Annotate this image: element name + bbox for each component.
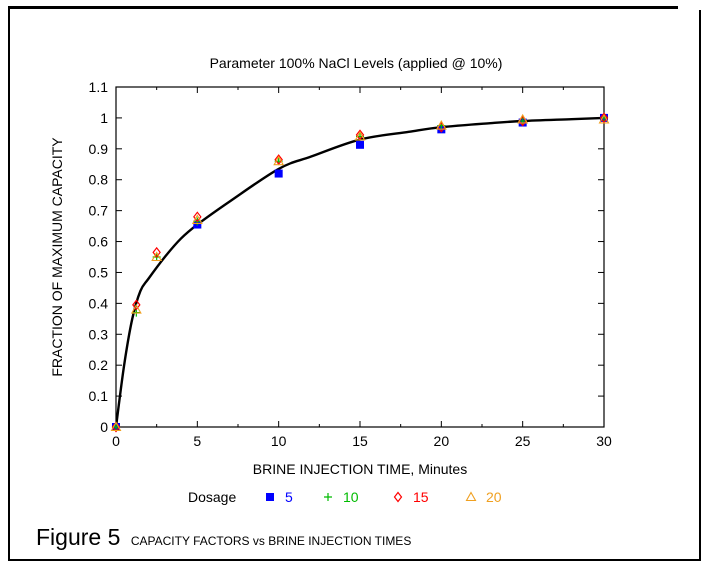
figure-number: Figure 5 [36,524,121,550]
frame-gap [678,4,708,10]
data-point-15 [152,246,161,258]
fit-curve [114,116,605,428]
y-tick-label: 0.6 [89,234,109,250]
data-point-20 [517,113,529,124]
legend-marker-10 [324,493,332,501]
x-tick-label: 5 [193,433,201,449]
data-point-20 [273,155,285,166]
data-point-20 [110,421,122,432]
x-axis: 0 5 10 15 20 25 30 [112,87,612,449]
y-tick-label: 0.5 [89,264,109,280]
figure-caption: Figure 5 CAPACITY FACTORS vs BRINE INJEC… [36,524,411,551]
y-tick-label: 1.1 [89,79,109,95]
y-axis: 0 0.1 0.2 0.3 0.4 0.5 0.6 0.7 0.8 0.9 1 1.1 [89,79,604,435]
y-tick-label: 0.8 [89,172,109,188]
data-point-20 [130,303,142,314]
x-tick-label: 15 [352,433,368,449]
figure-frame [8,6,701,561]
y-tick-label: 0.2 [89,357,109,373]
data-point-5 [274,169,283,178]
legend-marker-5 [266,493,274,501]
data-point-20 [598,113,610,124]
data-point-5 [356,140,364,149]
x-tick-label: 25 [515,433,531,449]
data-point-20 [354,130,366,141]
data-point-20 [151,251,163,262]
figure-caption-text: CAPACITY FACTORS vs BRINE INJECTION TIME… [130,534,412,548]
legend-label-5: 5 [285,489,293,505]
x-tick-label: 0 [112,433,120,449]
legend-marker-20 [465,491,477,502]
x-tick-label: 20 [434,433,450,449]
y-tick-label: 0.9 [89,141,109,157]
x-axis-label: BRINE INJECTION TIME, Minutes [253,461,467,477]
data-point-20 [435,120,447,130]
y-tick-label: 1 [100,110,108,126]
legend: Dosage 5 10 15 20 [188,489,502,505]
chart-title: Parameter 100% NaCl Levels (applied @ 10… [210,55,503,71]
y-tick-label: 0.4 [89,295,109,311]
data-point-20 [191,214,203,224]
y-tick-label: 0.7 [89,203,109,219]
data-points [110,112,610,433]
legend-label-20: 20 [486,489,502,505]
y-tick-label: 0.1 [89,388,109,404]
data-point-15 [193,211,202,223]
legend-marker-15 [393,491,403,503]
y-tick-label: 0 [100,419,108,435]
y-axis-label: FRACTION OF MAXIMUM CAPACITY [49,137,65,377]
data-point-15 [111,421,121,433]
legend-label-10: 10 [343,489,359,505]
data-point-10 [518,117,527,125]
legend-title: Dosage [188,489,236,505]
x-tick-label: 30 [596,433,612,449]
x-tick-label: 10 [271,433,287,449]
y-tick-label: 0.3 [89,326,109,342]
data-point-15 [132,299,141,311]
legend-label-15: 15 [413,489,429,505]
